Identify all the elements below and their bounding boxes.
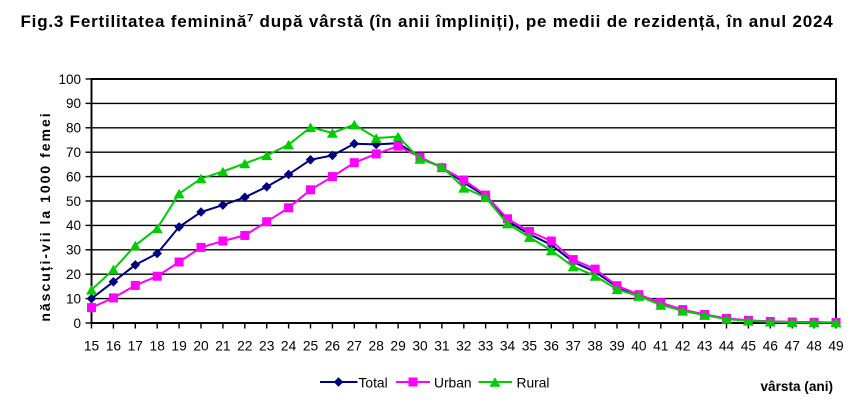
svg-text:48: 48 <box>806 339 822 354</box>
svg-text:90: 90 <box>66 96 81 111</box>
svg-text:15: 15 <box>84 339 100 354</box>
svg-text:28: 28 <box>369 339 385 354</box>
svg-text:32: 32 <box>456 339 471 354</box>
svg-text:47: 47 <box>785 339 800 354</box>
svg-text:100: 100 <box>58 72 81 87</box>
svg-text:34: 34 <box>500 339 516 354</box>
svg-text:37: 37 <box>566 339 581 354</box>
svg-text:0: 0 <box>73 316 81 331</box>
svg-text:17: 17 <box>128 339 143 354</box>
svg-text:30: 30 <box>66 243 81 258</box>
svg-text:24: 24 <box>281 339 297 354</box>
svg-text:40: 40 <box>66 218 81 233</box>
svg-text:36: 36 <box>544 339 560 354</box>
svg-text:33: 33 <box>478 339 494 354</box>
svg-text:25: 25 <box>303 339 319 354</box>
svg-text:27: 27 <box>347 339 362 354</box>
svg-text:20: 20 <box>193 339 209 354</box>
svg-text:10: 10 <box>66 291 81 306</box>
svg-text:Fig.3 Fertilitatea feminină7 d: Fig.3 Fertilitatea feminină7 după vârstă… <box>20 12 833 31</box>
svg-text:30: 30 <box>412 339 428 354</box>
svg-text:vârsta (ani): vârsta (ani) <box>760 379 833 394</box>
svg-text:20: 20 <box>66 267 81 282</box>
svg-text:16: 16 <box>106 339 122 354</box>
svg-text:49: 49 <box>828 339 844 354</box>
svg-text:Rural: Rural <box>517 376 550 391</box>
svg-text:31: 31 <box>434 339 449 354</box>
svg-text:45: 45 <box>741 339 757 354</box>
svg-text:Urban: Urban <box>434 376 472 391</box>
svg-text:41: 41 <box>653 339 668 354</box>
svg-text:23: 23 <box>259 339 275 354</box>
svg-text:50: 50 <box>66 194 81 209</box>
svg-text:70: 70 <box>66 145 81 160</box>
svg-text:80: 80 <box>66 121 81 136</box>
svg-text:46: 46 <box>763 339 779 354</box>
svg-text:60: 60 <box>66 169 81 184</box>
svg-text:35: 35 <box>522 339 538 354</box>
svg-text:44: 44 <box>719 339 735 354</box>
svg-text:Total: Total <box>359 376 388 391</box>
svg-text:născuți-vii la 1000 femei: născuți-vii la 1000 femei <box>37 111 53 321</box>
svg-text:40: 40 <box>631 339 647 354</box>
svg-text:18: 18 <box>150 339 166 354</box>
svg-text:26: 26 <box>325 339 341 354</box>
svg-text:39: 39 <box>609 339 625 354</box>
svg-text:38: 38 <box>587 339 603 354</box>
svg-text:21: 21 <box>215 339 230 354</box>
svg-text:29: 29 <box>390 339 406 354</box>
svg-text:42: 42 <box>675 339 690 354</box>
svg-text:22: 22 <box>237 339 252 354</box>
svg-text:19: 19 <box>171 339 187 354</box>
svg-text:43: 43 <box>697 339 713 354</box>
